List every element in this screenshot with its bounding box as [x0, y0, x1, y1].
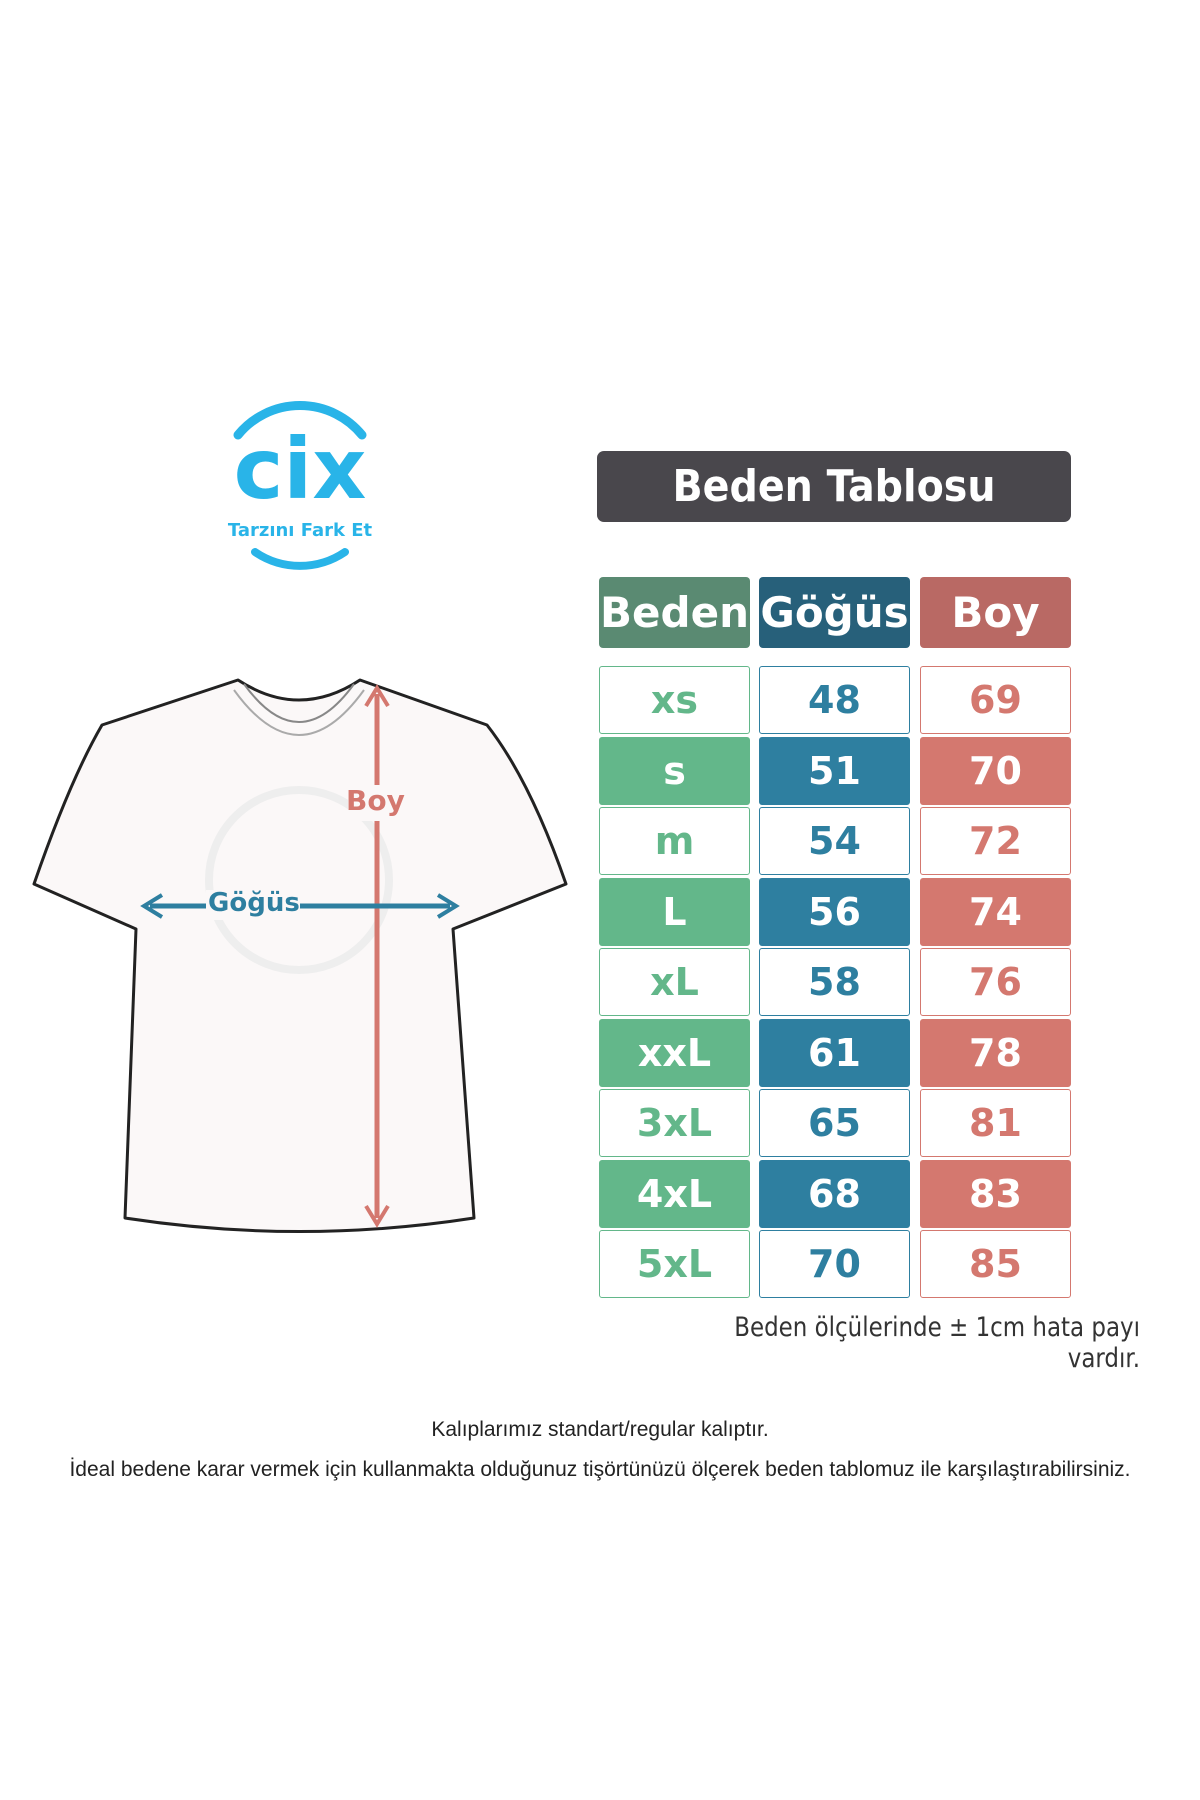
- header-size: Beden: [599, 577, 750, 648]
- footer-line-2: İdeal bedene karar vermek için kullanmak…: [69, 1458, 1131, 1481]
- cell-chest: 70: [759, 1230, 910, 1298]
- cell-size: 4xL: [599, 1159, 750, 1228]
- cell-length: 70: [920, 736, 1071, 805]
- cell-chest: 58: [759, 948, 910, 1016]
- cell-length: 69: [920, 666, 1071, 734]
- tshirt-diagram: Boy Göğüs: [0, 660, 600, 1260]
- cell-chest: 51: [759, 736, 910, 805]
- cell-length: 76: [920, 948, 1071, 1016]
- cell-size: L: [599, 877, 750, 946]
- brand-logo: cix Tarzını Fark Et: [210, 390, 390, 570]
- cell-chest: 48: [759, 666, 910, 734]
- footer-line-1: Kalıplarımız standart/regular kalıptır.: [431, 1418, 769, 1441]
- chest-label: Göğüs: [208, 888, 300, 918]
- header-length: Boy: [920, 577, 1071, 648]
- cell-length: 72: [920, 807, 1071, 875]
- cell-size: 5xL: [599, 1230, 750, 1298]
- header-chest: Göğüs: [759, 577, 910, 648]
- size-chart-title: Beden Tablosu: [597, 451, 1071, 522]
- cell-size: s: [599, 736, 750, 805]
- cell-chest: 56: [759, 877, 910, 946]
- cell-chest: 54: [759, 807, 910, 875]
- cell-chest: 68: [759, 1159, 910, 1228]
- cell-length: 74: [920, 877, 1071, 946]
- cell-length: 78: [920, 1018, 1071, 1087]
- length-label: Boy: [346, 784, 405, 817]
- tolerance-note: Beden ölçülerinde ± 1cm hata payı vardır…: [734, 1312, 1140, 1374]
- cell-size: xs: [599, 666, 750, 734]
- cell-chest: 65: [759, 1089, 910, 1157]
- cell-size: 3xL: [599, 1089, 750, 1157]
- cell-size: xL: [599, 948, 750, 1016]
- cell-chest: 61: [759, 1018, 910, 1087]
- cell-length: 85: [920, 1230, 1071, 1298]
- cell-length: 81: [920, 1089, 1071, 1157]
- cell-size: xxL: [599, 1018, 750, 1087]
- svg-text:cix: cix: [234, 420, 367, 518]
- cell-size: m: [599, 807, 750, 875]
- cell-length: 83: [920, 1159, 1071, 1228]
- logo-tagline: Tarzını Fark Et: [228, 520, 373, 541]
